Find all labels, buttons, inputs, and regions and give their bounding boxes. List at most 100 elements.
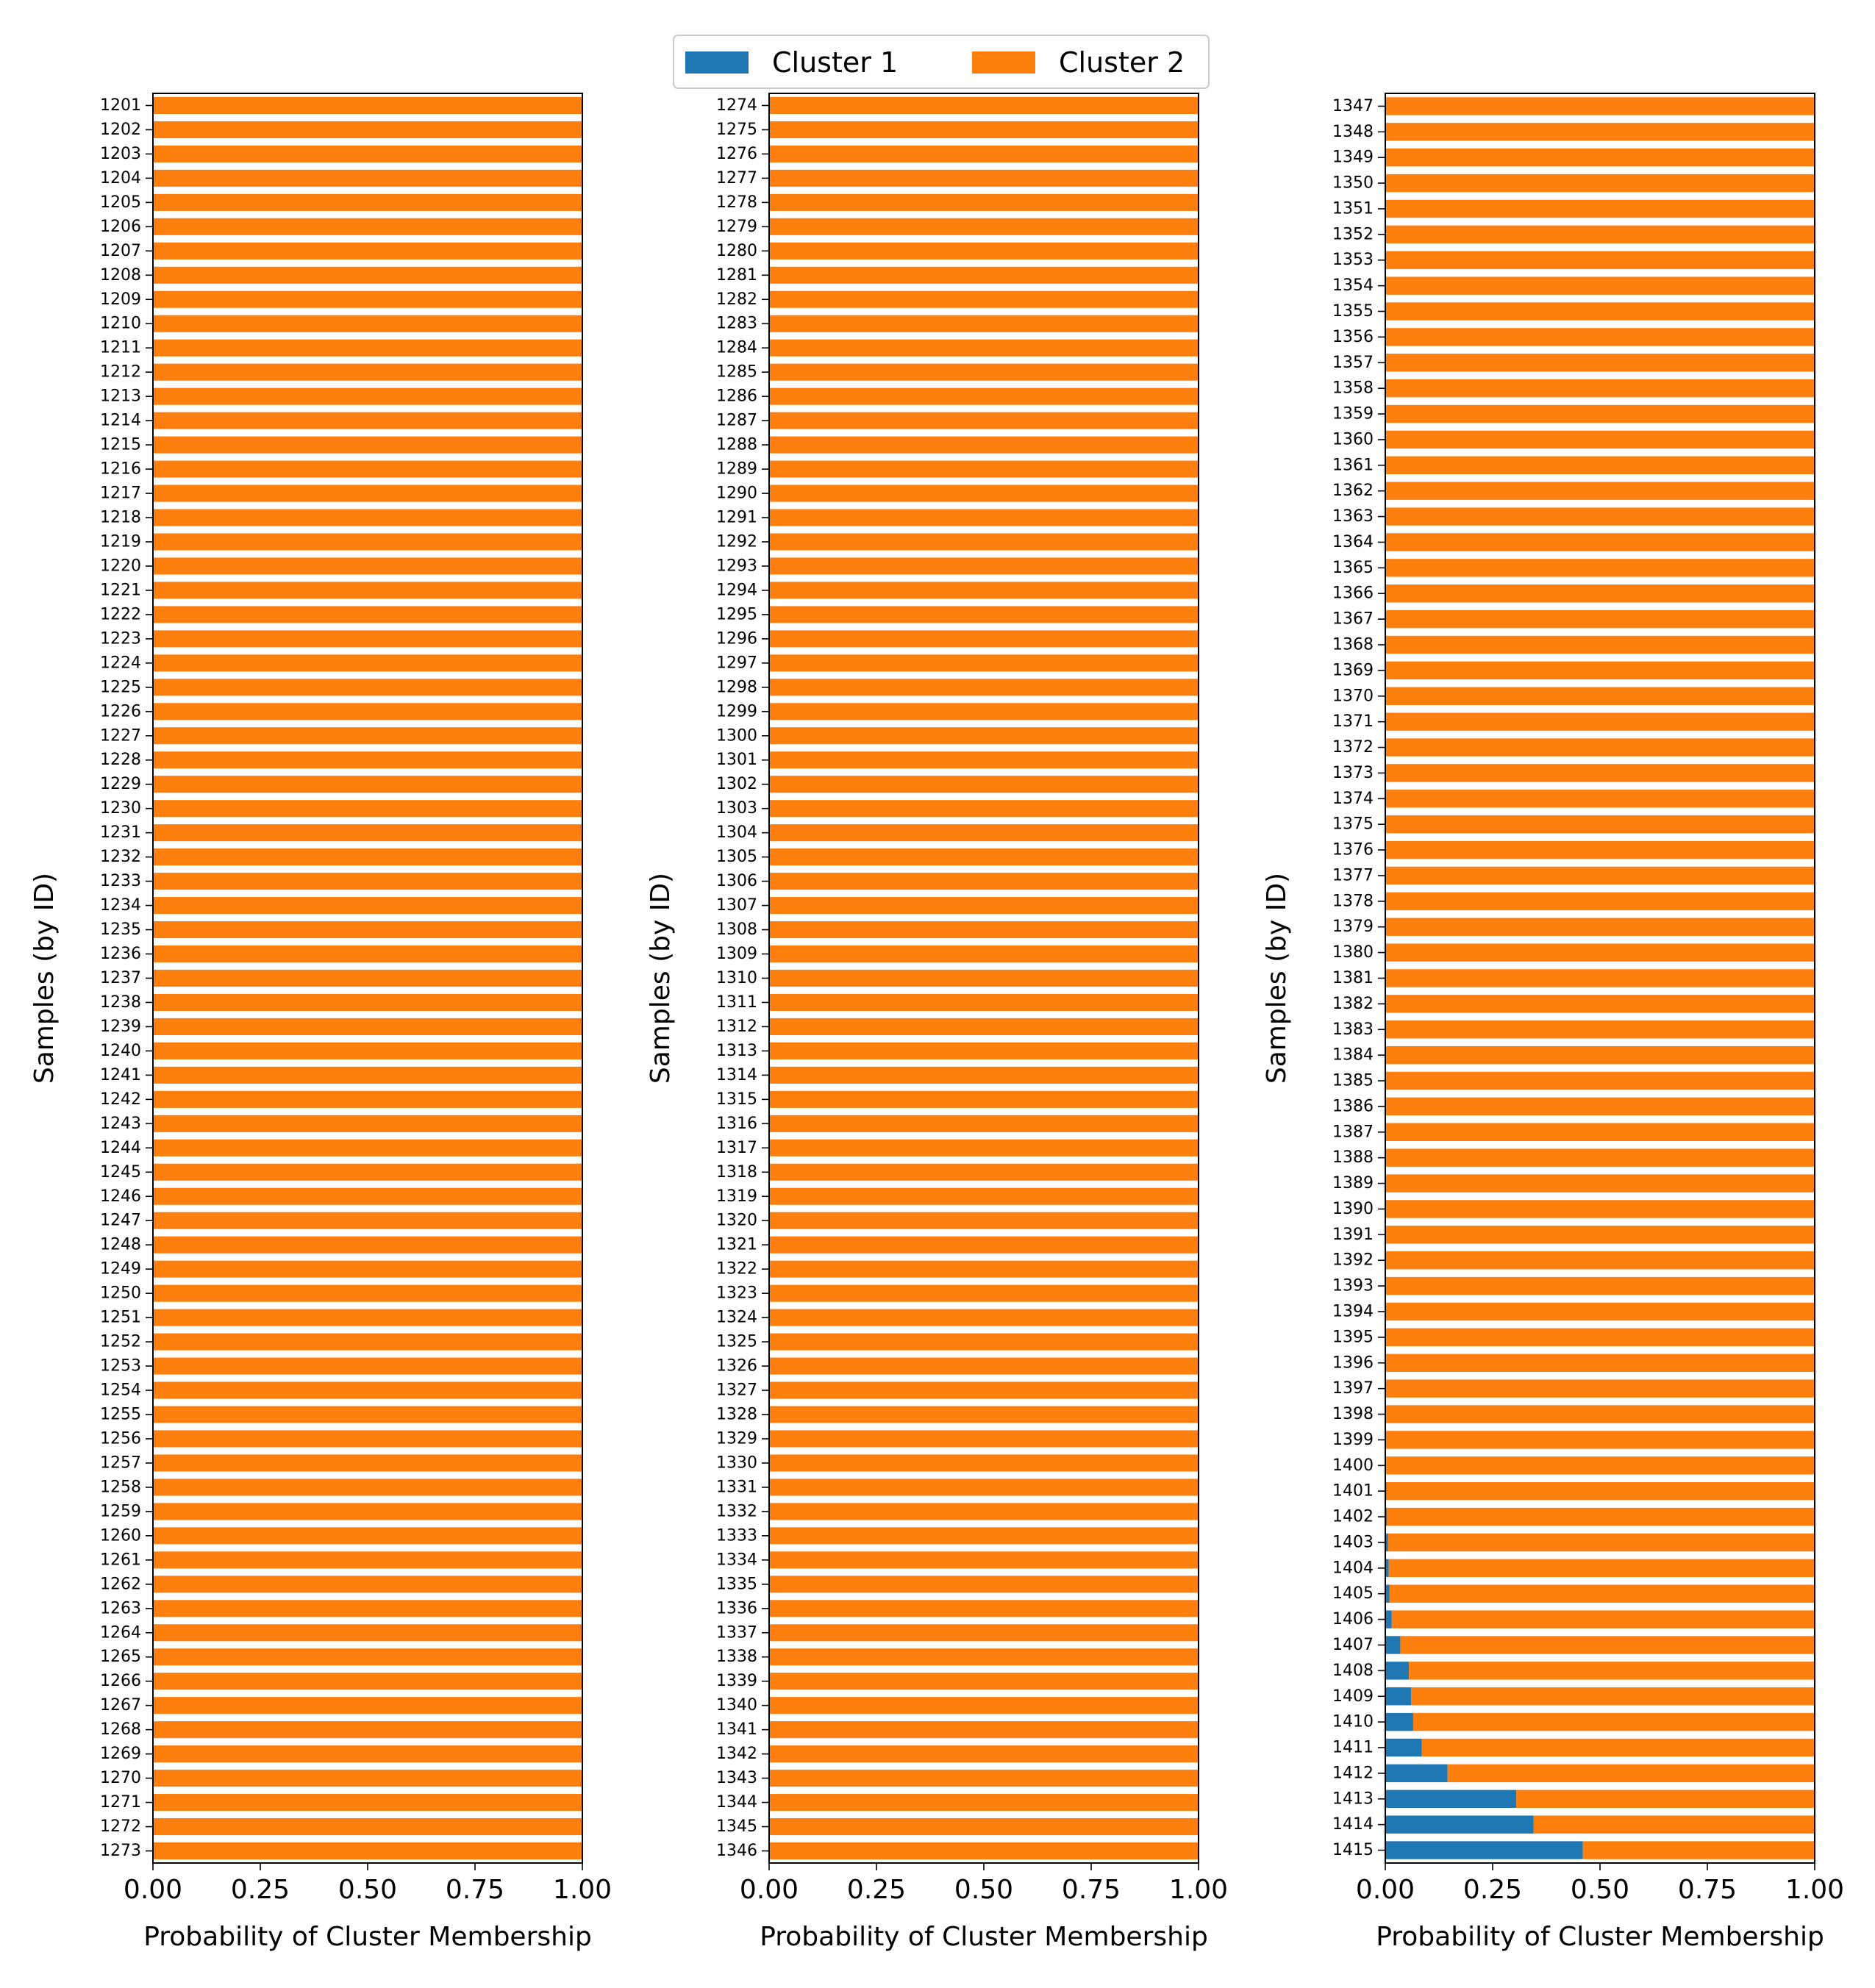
y-tick-label: 1245 xyxy=(100,1163,141,1181)
bar-cluster2 xyxy=(1385,559,1815,577)
bar-cluster2 xyxy=(769,1600,1199,1617)
y-tick-label: 1246 xyxy=(100,1187,141,1206)
bar-cluster2 xyxy=(1385,840,1815,859)
bar-cluster2 xyxy=(769,969,1199,987)
x-tick-label: 0.25 xyxy=(1463,1875,1522,1905)
bar-cluster2 xyxy=(153,387,582,405)
y-tick-label: 1393 xyxy=(1332,1277,1374,1295)
bar-cluster2 xyxy=(769,1721,1199,1739)
y-tick-label: 1395 xyxy=(1332,1328,1374,1346)
bar-cluster2 xyxy=(1385,1251,1815,1270)
y-tick-label: 1207 xyxy=(100,242,141,260)
bar-cluster2 xyxy=(769,1187,1199,1205)
y-tick-label: 1309 xyxy=(716,945,757,963)
bar-cluster2 xyxy=(769,1018,1199,1035)
x-tick-label: 0.00 xyxy=(740,1875,799,1905)
bar-cluster2 xyxy=(769,897,1199,915)
y-tick-label: 1349 xyxy=(1332,149,1374,167)
y-tick-label: 1409 xyxy=(1332,1687,1374,1706)
bar-cluster2 xyxy=(769,315,1199,332)
y-tick-label: 1410 xyxy=(1332,1713,1374,1731)
y-tick-label: 1279 xyxy=(716,218,757,236)
bar-cluster2 xyxy=(153,1818,582,1836)
bar-cluster2 xyxy=(153,460,582,478)
y-tick-label: 1290 xyxy=(716,485,757,503)
bar-cluster2 xyxy=(1411,1687,1815,1706)
bar-cluster2 xyxy=(153,703,582,721)
bar-cluster2 xyxy=(769,1309,1199,1326)
bar-cluster2 xyxy=(153,1721,582,1739)
bar-cluster2 xyxy=(1385,482,1815,500)
y-tick-label: 1390 xyxy=(1332,1200,1374,1218)
y-tick-label: 1355 xyxy=(1332,302,1374,321)
bar-cluster2 xyxy=(153,1503,582,1520)
y-tick-label: 1223 xyxy=(100,629,141,648)
bar-cluster2 xyxy=(769,1163,1199,1181)
y-tick-label: 1341 xyxy=(716,1720,757,1739)
y-tick-label: 1276 xyxy=(716,145,757,163)
x-tick-label: 0.50 xyxy=(1571,1875,1629,1905)
y-tick-label: 1267 xyxy=(100,1696,141,1715)
bar-cluster2 xyxy=(1385,379,1815,398)
bar-cluster2 xyxy=(153,242,582,260)
bar-cluster2 xyxy=(153,1260,582,1278)
y-tick-label: 1360 xyxy=(1332,430,1374,448)
bar-cluster1 xyxy=(1385,1712,1413,1731)
y-tick-label: 1247 xyxy=(100,1212,141,1230)
y-tick-label: 1375 xyxy=(1332,815,1374,834)
bar-cluster2 xyxy=(1385,815,1815,834)
y-tick-label: 1296 xyxy=(716,629,757,648)
bar-cluster2 xyxy=(769,1648,1199,1666)
bar-cluster2 xyxy=(769,873,1199,890)
y-tick-label: 1287 xyxy=(716,412,757,430)
bar-cluster1 xyxy=(1385,1636,1401,1654)
bar-cluster2 xyxy=(153,582,582,599)
bar-cluster2 xyxy=(769,436,1199,454)
y-tick-label: 1235 xyxy=(100,920,141,939)
bar-cluster2 xyxy=(1385,1405,1815,1423)
y-tick-label: 1293 xyxy=(716,557,757,575)
bar-cluster2 xyxy=(1385,995,1815,1013)
bar-cluster2 xyxy=(1385,1174,1815,1193)
y-tick-label: 1354 xyxy=(1332,276,1374,295)
bar-cluster2 xyxy=(153,266,582,284)
bar-cluster2 xyxy=(1385,1328,1815,1347)
y-tick-label: 1379 xyxy=(1332,918,1374,936)
y-tick-label: 1363 xyxy=(1332,507,1374,526)
y-tick-label: 1241 xyxy=(100,1066,141,1084)
y-tick-label: 1313 xyxy=(716,1042,757,1060)
y-tick-label: 1270 xyxy=(100,1769,141,1787)
y-tick-label: 1233 xyxy=(100,872,141,890)
y-tick-label: 1308 xyxy=(716,920,757,939)
y-tick-label: 1398 xyxy=(1332,1405,1374,1423)
y-tick-label: 1295 xyxy=(716,605,757,623)
bar-cluster2 xyxy=(153,776,582,793)
bar-cluster2 xyxy=(769,1624,1199,1642)
bar-cluster2 xyxy=(153,121,582,138)
bar-cluster2 xyxy=(1421,1738,1815,1757)
bar-cluster2 xyxy=(1582,1841,1815,1859)
y-tick-label: 1412 xyxy=(1332,1764,1374,1782)
bar-cluster2 xyxy=(1385,892,1815,911)
bar-cluster2 xyxy=(153,169,582,187)
y-tick-label: 1345 xyxy=(716,1817,757,1836)
y-tick-label: 1263 xyxy=(100,1599,141,1617)
bar-cluster2 xyxy=(1516,1789,1815,1808)
y-tick-label: 1265 xyxy=(100,1648,141,1666)
y-tick-label: 1244 xyxy=(100,1139,141,1157)
y-tick-label: 1319 xyxy=(716,1187,757,1206)
y-tick-label: 1352 xyxy=(1332,225,1374,243)
y-tick-label: 1286 xyxy=(716,387,757,406)
bar-cluster2 xyxy=(769,921,1199,939)
bar-cluster2 xyxy=(153,1794,582,1812)
y-tick-label: 1306 xyxy=(716,872,757,890)
bar-cluster2 xyxy=(1385,918,1815,936)
bar-cluster2 xyxy=(769,1503,1199,1520)
bar-cluster2 xyxy=(769,1406,1199,1423)
y-tick-label: 1406 xyxy=(1332,1610,1374,1628)
bar-cluster2 xyxy=(153,339,582,357)
y-tick-label: 1371 xyxy=(1332,712,1374,731)
y-tick-label: 1318 xyxy=(716,1163,757,1181)
bar-cluster2 xyxy=(153,873,582,890)
bar-cluster2 xyxy=(1385,1302,1815,1321)
